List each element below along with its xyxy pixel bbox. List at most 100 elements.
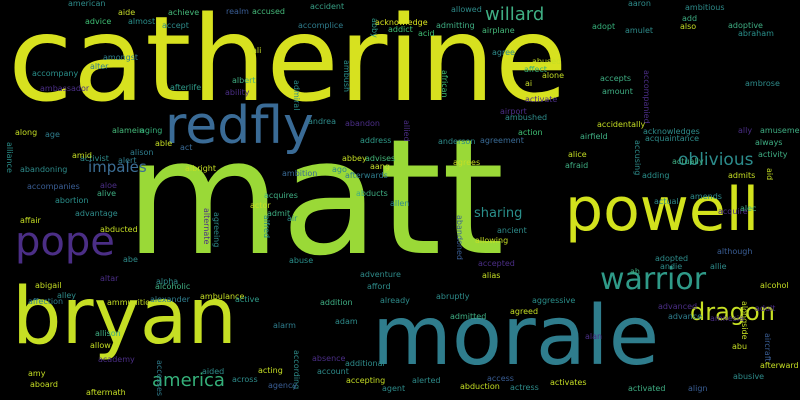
word-alamein: alamein [112, 126, 145, 135]
word-advice: advice [85, 17, 112, 26]
word-allison: allison [95, 329, 121, 338]
word-acknowledge: acknowledge [375, 18, 428, 27]
word-admiral: admiral [292, 80, 301, 111]
word-ancient: ancient [497, 226, 527, 235]
word-actually: actually [672, 157, 704, 166]
word-ai: ai [525, 79, 533, 88]
word-aide: aide [118, 8, 136, 17]
word-adopt: adopt [592, 22, 616, 31]
word-andie: andie [660, 262, 683, 271]
word-abraham: abraham [738, 29, 774, 38]
word-acquire: acquire [718, 207, 748, 216]
word-abe: abe [123, 255, 138, 264]
word-act: act [180, 143, 193, 152]
word-addict: addict [388, 25, 413, 34]
word-agency: agency [268, 381, 298, 390]
word-air: air [287, 214, 298, 223]
word-aircraft: aircraft [763, 333, 772, 362]
word-amulet: amulet [625, 26, 654, 35]
word-abduction: abduction [460, 382, 500, 391]
word-oblivious: oblivious [678, 150, 754, 170]
word-ah: ah [630, 267, 640, 276]
word-although: although [717, 247, 753, 256]
word-bryan: bryan [12, 272, 237, 362]
word-allen: allen [390, 199, 410, 208]
word-abbey: abbey [342, 154, 367, 163]
word-alpha: alpha [156, 277, 179, 286]
word-also: also [680, 22, 697, 31]
word-airport: airport [500, 107, 527, 116]
word-accidentally: accidentally [597, 120, 646, 129]
word-advance: advance [668, 312, 703, 321]
word-acquires: acquires [264, 191, 298, 200]
word-alley: alley [57, 291, 77, 300]
word-addition: addition [320, 298, 353, 307]
word-abruptly: abruptly [436, 292, 470, 301]
word-adventure: adventure [360, 270, 401, 279]
word-abusive: abusive [733, 372, 765, 381]
word-ambulance: ambulance [200, 292, 245, 301]
word-ambrose: ambrose [745, 79, 780, 88]
word-aided: aided [202, 367, 225, 376]
word-amusement: amusement [760, 126, 800, 135]
word-alerted: alerted [412, 376, 441, 385]
word-actress: actress [510, 383, 539, 392]
word-affect: affect [524, 65, 547, 74]
word-across: across [232, 375, 258, 384]
word-amy: amy [28, 369, 46, 378]
word-activates: activates [550, 378, 587, 387]
word-accompany: accompany [32, 69, 79, 78]
word-afford: afford [367, 282, 391, 291]
word-accused: accused [252, 7, 285, 16]
word-airfield: airfield [580, 132, 608, 141]
word-agent: agent [382, 384, 406, 393]
word-alarm: alarm [273, 321, 296, 330]
word-almost: almost [128, 17, 156, 26]
word-redfly: redfly [165, 96, 314, 156]
word-willard: willard [485, 4, 545, 25]
word-alison: alison [130, 148, 154, 157]
word-add: add [682, 14, 698, 23]
word-alias: alias [482, 271, 501, 280]
word-aging: aging [140, 126, 163, 135]
word-amongst: amongst [103, 53, 139, 62]
word-abused: abused [532, 57, 562, 66]
word-accepting: accepting [346, 376, 386, 385]
word-ally: ally [738, 126, 753, 135]
word-abandoning: abandoning [20, 165, 68, 174]
word-matt: matt [125, 104, 505, 291]
word-aggressive: aggressive [532, 296, 576, 305]
word-abuse: abuse [289, 256, 314, 265]
word-active: active [235, 295, 260, 304]
word-acting: acting [258, 366, 283, 375]
word-accident: accident [310, 2, 345, 11]
word-account: account [317, 367, 349, 376]
word-ability: ability [225, 88, 250, 97]
word-aftermath: aftermath [86, 388, 126, 397]
word-abigail: abigail [35, 281, 62, 290]
word-american: american [68, 0, 106, 8]
word-adopted: adopted [655, 254, 689, 263]
word-alive: alive [97, 189, 117, 198]
word-america: america [152, 370, 225, 391]
word-amid: amid [72, 151, 92, 160]
word-action: action [518, 128, 543, 137]
word-adding: adding [642, 171, 670, 180]
word-already: already [380, 296, 410, 305]
word-andrea: andrea [308, 117, 336, 126]
word-powell: powell [565, 175, 760, 245]
word-impales: impales [88, 158, 147, 176]
word-abandoned: abandoned [455, 215, 464, 260]
word-academy: academy [98, 355, 135, 364]
word-align: align [688, 384, 708, 393]
word-abducted: abducted [100, 225, 138, 234]
word-admitting: admitting [436, 21, 475, 30]
word-accusing: accusing [633, 140, 642, 176]
word-ammunition: ammunition [107, 298, 156, 307]
word-alfred: alfred [262, 215, 271, 239]
word-alliance: alliance [5, 142, 14, 173]
word-activate: activate [525, 95, 558, 104]
word-pope: pope [15, 219, 115, 265]
word-alcohol: alcohol [760, 281, 789, 290]
